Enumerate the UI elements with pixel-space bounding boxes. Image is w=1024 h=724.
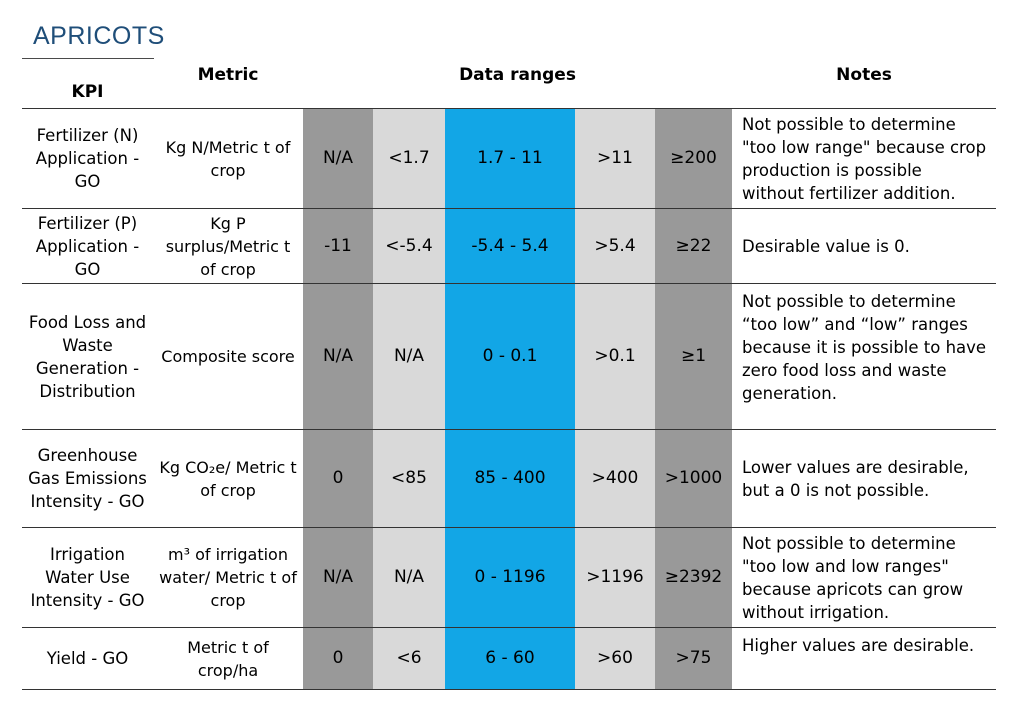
kpi-cell: Fertilizer (N) Application - GO [22,108,153,209]
range-low: N/A [373,283,445,430]
range-too-low: N/A [303,527,373,628]
kpi-cell: Greenhouse Gas Emissions Intensity - GO [22,429,153,528]
table-row: Irrigation Water Use Intensity - GO m³ o… [22,527,996,628]
notes-cell: Not possible to determine “too low” and … [732,283,996,430]
kpi-cell: Yield - GO [22,627,153,690]
metric-cell: Composite score [153,283,303,430]
range-target: 1.7 - 11 [445,108,575,209]
range-target: 85 - 400 [445,429,575,528]
range-too-high: ≥1 [655,283,732,430]
header-notes: Notes [732,60,996,109]
page-title: APRICOTS [33,22,165,50]
notes-cell: Desirable value is 0. [732,208,996,284]
range-target: 0 - 0.1 [445,283,575,430]
notes-cell: Not possible to determine "too low and l… [732,527,996,628]
range-too-low: N/A [303,108,373,209]
kpi-cell: Food Loss and Waste Generation - Distrib… [22,283,153,430]
range-too-high: ≥200 [655,108,732,209]
range-high: >5.4 [575,208,655,284]
range-too-high: ≥22 [655,208,732,284]
range-too-low: 0 [303,627,373,690]
range-high: >60 [575,627,655,690]
metric-cell: Kg CO₂e/ Metric t of crop [153,429,303,528]
range-too-high: >75 [655,627,732,690]
range-too-low: -11 [303,208,373,284]
range-high: >0.1 [575,283,655,430]
range-low: N/A [373,527,445,628]
range-high: >11 [575,108,655,209]
kpi-cell: Fertilizer (P) Application - GO [22,208,153,284]
table-row: Greenhouse Gas Emissions Intensity - GO … [22,429,996,528]
range-target: 6 - 60 [445,627,575,690]
table-row: Fertilizer (N) Application - GO Kg N/Met… [22,108,996,209]
header-data-ranges: Data ranges [303,60,732,109]
metric-cell: Metric t of crop/ha [153,627,303,690]
notes-cell: Lower values are desirable, but a 0 is n… [732,429,996,528]
range-too-high: >1000 [655,429,732,528]
kpi-cell: Irrigation Water Use Intensity - GO [22,527,153,628]
range-high: >400 [575,429,655,528]
notes-cell: Not possible to determine "too low range… [732,108,996,209]
metric-cell: Kg N/Metric t of crop [153,108,303,209]
range-too-low: N/A [303,283,373,430]
range-low: <6 [373,627,445,690]
range-low: <1.7 [373,108,445,209]
range-target: 0 - 1196 [445,527,575,628]
range-low: <-5.4 [373,208,445,284]
header-kpi: KPI [22,60,153,109]
notes-cell: Higher values are desirable. [732,627,996,690]
title-underline [22,58,154,59]
table-row: Food Loss and Waste Generation - Distrib… [22,283,996,430]
range-low: <85 [373,429,445,528]
kpi-table: KPI Metric Data ranges Notes Fertilizer … [22,60,996,690]
table-row: Yield - GO Metric t of crop/ha 0 <6 6 - … [22,627,996,690]
range-too-high: ≥2392 [655,527,732,628]
header-metric: Metric [153,60,303,109]
table-row: Fertilizer (P) Application - GO Kg P sur… [22,208,996,284]
metric-cell: Kg P surplus/Metric t of crop [153,208,303,284]
range-target: -5.4 - 5.4 [445,208,575,284]
range-high: >1196 [575,527,655,628]
range-too-low: 0 [303,429,373,528]
header-row: KPI Metric Data ranges Notes [22,60,996,109]
metric-cell: m³ of irrigation water/ Metric t of crop [153,527,303,628]
